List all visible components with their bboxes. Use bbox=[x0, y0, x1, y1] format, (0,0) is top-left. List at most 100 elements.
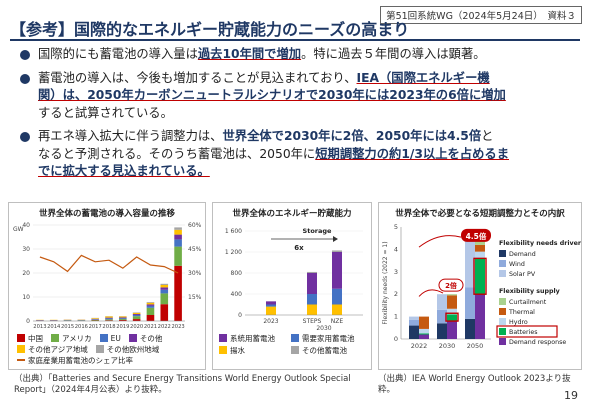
legend-swatch bbox=[219, 334, 227, 342]
y-tick-label: 0 bbox=[238, 312, 242, 319]
bar-segment bbox=[174, 265, 182, 321]
y2-tick-label: 15% bbox=[188, 294, 202, 301]
bullet-dot-icon bbox=[20, 132, 30, 142]
bar-segment bbox=[119, 316, 127, 318]
legend-swatch bbox=[95, 345, 104, 353]
y-tick-label: 3 bbox=[394, 268, 398, 276]
legend-swatch bbox=[99, 334, 108, 342]
chart-title: 世界全体の蓄電池の導入容量の推移 bbox=[38, 209, 175, 219]
legend-label: Thermal bbox=[508, 309, 535, 316]
legend-swatch bbox=[17, 345, 25, 353]
y2-tick-label: 60% bbox=[188, 222, 202, 229]
legend-label: その他 bbox=[139, 334, 163, 343]
bullet-list: 国際的にも蓄電池の導入量は過去10年間で増加。特に過去５年間の導入は顕著。蓄電池… bbox=[18, 46, 578, 187]
source-right: （出典）IEA World Energy Outlook 2023より抜粋。 bbox=[378, 374, 571, 395]
legend-swatch bbox=[499, 308, 506, 315]
legend-title: Flexibility supply bbox=[499, 288, 560, 295]
chart-flexibility: Flexibility needs (2022 = 1) 0 1 2 3 4 5 2022 20… bbox=[382, 223, 582, 350]
chart-panel-storage-capacity: 世界全体のエネルギー貯蔵能力 0 400 800 1 200 1 600 2023 STEP… bbox=[212, 202, 372, 370]
x-tick-label: 2019 bbox=[116, 324, 129, 330]
driver-bar-segment bbox=[409, 319, 419, 326]
legend-item: その他アジア地域 bbox=[17, 345, 88, 354]
x-tick-label: 2017 bbox=[89, 324, 102, 330]
y-tick-label: 1 600 bbox=[225, 228, 242, 235]
y-tick-label: 0 bbox=[394, 335, 398, 343]
legend-label: Wind bbox=[509, 261, 525, 268]
legend-swatch bbox=[499, 260, 506, 267]
driver-bar-segment bbox=[437, 309, 447, 324]
supply-bar-segment bbox=[419, 333, 429, 335]
legend-swatch bbox=[499, 318, 506, 325]
y-axis-label: GW bbox=[13, 226, 24, 233]
legend-swatch bbox=[291, 346, 299, 354]
bar-segment bbox=[266, 306, 276, 315]
driver-bar-segment bbox=[465, 238, 475, 288]
bar-segment bbox=[132, 312, 141, 315]
legend-label: Demand bbox=[509, 251, 536, 258]
legend-label: アメリカ bbox=[62, 334, 92, 343]
bar-segment bbox=[307, 294, 317, 305]
legend-swatch bbox=[17, 334, 25, 342]
bar-segment bbox=[105, 320, 113, 321]
x-tick-label: 2022 bbox=[411, 342, 428, 350]
bar-segment bbox=[105, 316, 113, 318]
legend-item: その他 bbox=[128, 334, 163, 343]
x-tick-label: 2020 bbox=[130, 324, 143, 330]
bullet-dot-icon bbox=[20, 73, 30, 84]
callout-arrow bbox=[418, 235, 462, 248]
legend-row: その他アジア地域 その他欧州地域 bbox=[17, 344, 167, 355]
legend-label: Hydro bbox=[509, 319, 528, 326]
bar-segment bbox=[307, 304, 317, 315]
x-subcategory-label: 2030 bbox=[316, 325, 331, 332]
supply-bar-segment bbox=[475, 294, 485, 339]
supply-bar-segment bbox=[447, 295, 457, 309]
bar-segment bbox=[332, 252, 342, 289]
legend-swatch bbox=[499, 338, 506, 345]
bar-segment bbox=[119, 319, 127, 321]
chart-title: 世界全体で必要となる短期調整力とその内訳 bbox=[395, 209, 565, 219]
y-tick-label: 2 bbox=[394, 290, 398, 298]
callout-label: 4.5倍 bbox=[466, 231, 487, 241]
driver-bar-segment bbox=[437, 294, 447, 310]
bullet-text: 蓄電池の導入は、今後も増加することが見込まれており、 bbox=[38, 70, 357, 85]
x-tick-label: 2013 bbox=[33, 324, 46, 330]
bar-segment bbox=[160, 304, 169, 321]
title-rule bbox=[10, 39, 580, 41]
bullet-line: でに拡大する見込まれている。 bbox=[38, 163, 578, 181]
bar-segment bbox=[132, 314, 141, 315]
legend-item: 系統用蓄電池 bbox=[219, 333, 275, 344]
callout-label: 2倍 bbox=[445, 281, 457, 290]
legend-item: 需要家用蓄電池 bbox=[291, 333, 355, 344]
driver-bar-segment bbox=[409, 325, 419, 339]
bar-segment bbox=[146, 302, 155, 305]
page-number: 19 bbox=[564, 389, 578, 402]
supply-bar-segment bbox=[447, 308, 457, 315]
y-tick-label: 1 bbox=[394, 313, 398, 321]
x-tick-label: 2050 bbox=[467, 342, 484, 350]
source-left: （出典）「Batteries and Secure Energy Transit… bbox=[14, 374, 351, 395]
callout-bubble bbox=[461, 228, 491, 242]
bar-segment bbox=[332, 288, 342, 305]
bullet-text: IEA（国際エネルギー機 bbox=[356, 70, 490, 85]
bullet-item: 国際的にも蓄電池の導入量は過去10年間で増加。特に過去５年間の導入は顕著。 bbox=[18, 46, 578, 64]
legend-swatch bbox=[499, 250, 506, 257]
bullet-line: 関）は、2050年カーボンニュートラルシナリオで2030年には2023年の6倍に… bbox=[38, 87, 578, 105]
callout-arrow bbox=[418, 289, 444, 297]
bar-segment bbox=[266, 301, 276, 305]
meeting-label: 第51回系統WG（2024年5月24日） 資料３ bbox=[380, 6, 582, 24]
bar-segment bbox=[307, 273, 317, 294]
bullet-text: 。特に過去５年間の導入は顕著。 bbox=[301, 47, 486, 61]
bar-segment bbox=[146, 315, 155, 321]
legend-swatch bbox=[499, 328, 506, 335]
legend-item: 中国 bbox=[17, 334, 43, 343]
driver-bar-segment bbox=[465, 287, 475, 319]
bullet-text: 短期調整力の約1/3以上を占めるま bbox=[315, 146, 509, 161]
bar-segment bbox=[332, 304, 342, 315]
bullet-text: と bbox=[481, 129, 494, 143]
bar-segment bbox=[119, 317, 127, 319]
legend-item: その他欧州地域 bbox=[95, 345, 159, 354]
legend-row: 中国 アメリカ EU その他 bbox=[17, 333, 170, 344]
legend-label: 中国 bbox=[28, 334, 43, 343]
x-tick-label: 2018 bbox=[102, 324, 115, 330]
